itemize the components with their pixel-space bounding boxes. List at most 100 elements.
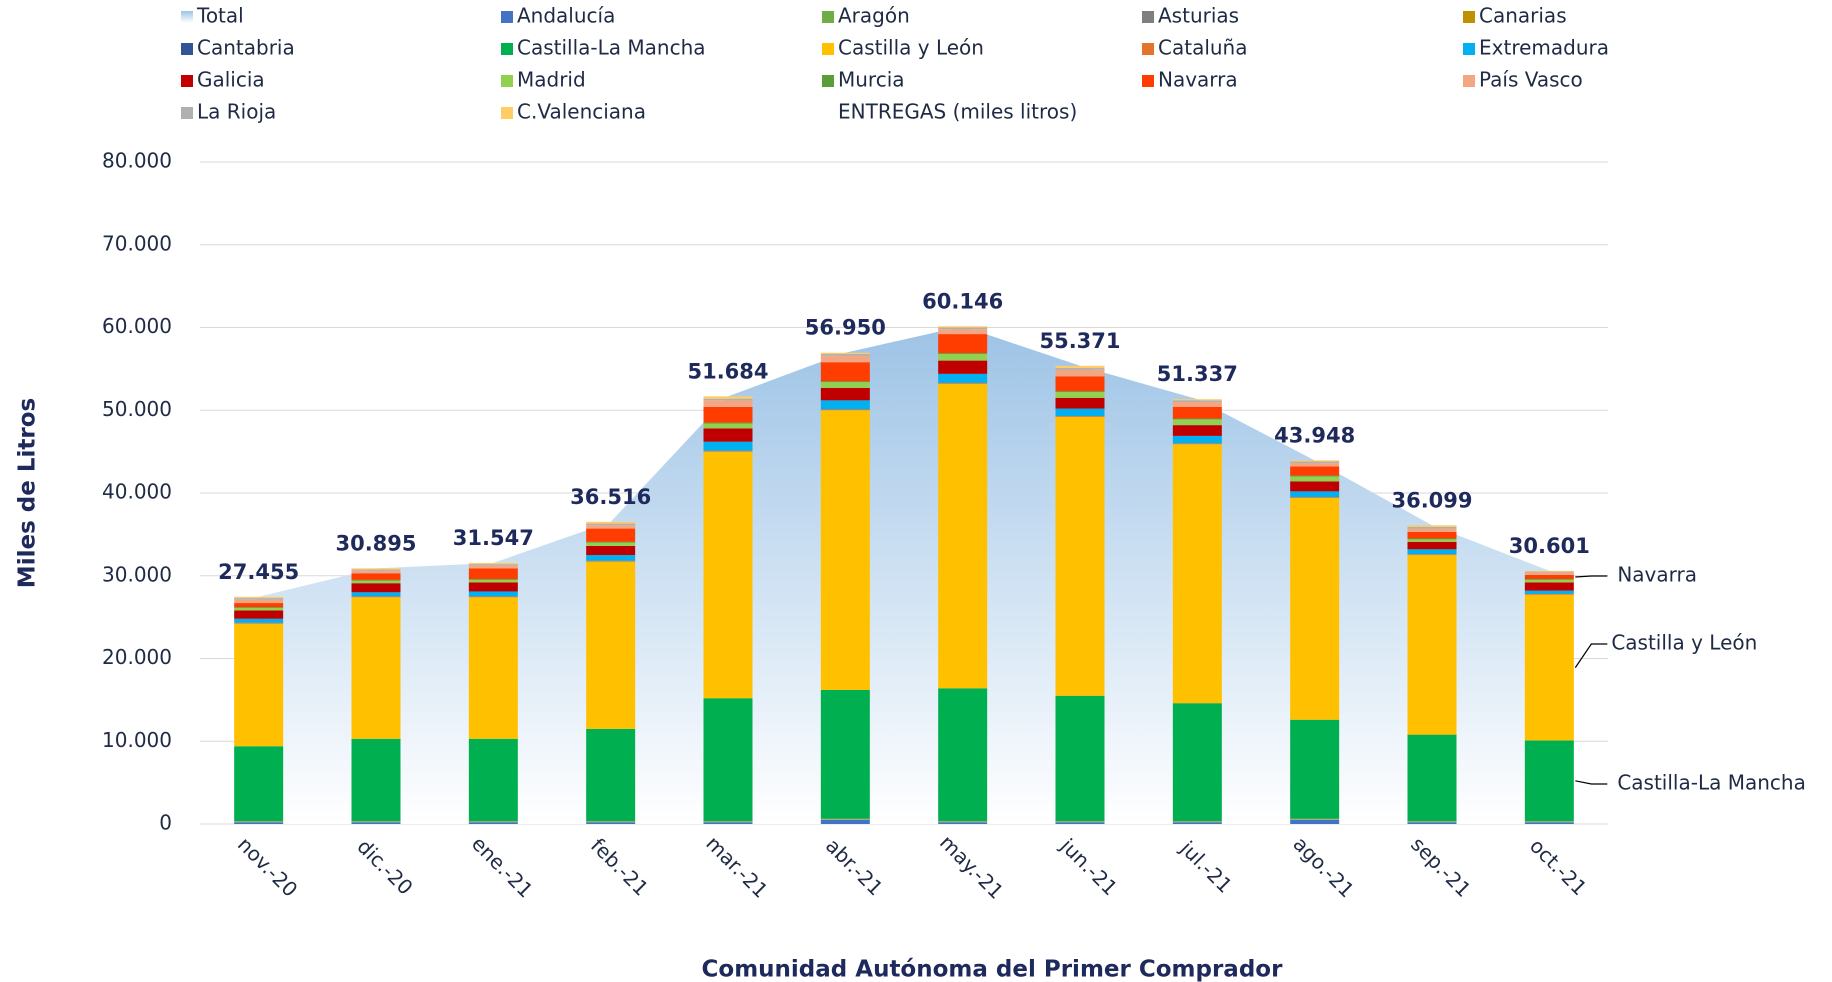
bar-segment bbox=[703, 450, 753, 452]
bar-segment bbox=[234, 598, 284, 600]
bar-segment bbox=[1290, 460, 1340, 462]
bar-segment bbox=[1290, 466, 1340, 476]
bar-segment bbox=[1290, 463, 1340, 467]
legend-note: ENTREGAS (miles litros) bbox=[838, 100, 1077, 124]
bar-segment bbox=[1290, 497, 1340, 720]
annotation-leader bbox=[1575, 575, 1608, 578]
bar-segment bbox=[938, 688, 988, 822]
total-label: 36.099 bbox=[1391, 488, 1472, 512]
bar-segment bbox=[351, 580, 401, 584]
legend-swatch bbox=[822, 43, 834, 55]
bar-segment bbox=[1524, 593, 1574, 595]
bar-segment bbox=[468, 564, 518, 566]
legend-swatch bbox=[181, 75, 193, 87]
bar-segment bbox=[1407, 528, 1457, 532]
bar-segment bbox=[1524, 594, 1574, 741]
legend-label: Andalucía bbox=[517, 4, 615, 28]
bar-segment bbox=[938, 822, 988, 824]
bar-segment bbox=[586, 560, 636, 562]
bar-segment bbox=[1055, 392, 1105, 398]
bar-segment bbox=[820, 362, 870, 382]
bar-segment bbox=[468, 582, 518, 592]
bar-segment bbox=[820, 352, 870, 354]
bar-segment bbox=[1172, 400, 1222, 402]
bar-segment bbox=[351, 569, 401, 571]
y-tick-label: 30.000 bbox=[102, 562, 172, 586]
bar-segment bbox=[703, 428, 753, 442]
bar-segment bbox=[468, 738, 518, 822]
legend-swatch bbox=[181, 107, 193, 119]
bar-segment bbox=[1172, 425, 1222, 436]
bar-segment bbox=[468, 562, 518, 565]
bar-segment bbox=[1524, 572, 1574, 575]
bar-segment bbox=[351, 738, 401, 822]
bar-segment bbox=[351, 573, 401, 580]
legend-swatch bbox=[822, 75, 834, 87]
bar-segment bbox=[1055, 397, 1105, 409]
legend-swatch bbox=[1142, 11, 1154, 23]
bar-segment bbox=[703, 396, 753, 399]
bar-segment bbox=[938, 326, 988, 328]
bar-segment bbox=[1524, 570, 1574, 572]
x-tick-label: may.-21 bbox=[935, 830, 1008, 903]
bar-segment bbox=[938, 327, 988, 330]
bar-segment bbox=[1407, 555, 1457, 735]
annotation: Navarra bbox=[1617, 563, 1697, 587]
total-label: 27.455 bbox=[218, 560, 299, 584]
annotation-leader bbox=[1574, 643, 1608, 668]
bar-segment bbox=[1055, 408, 1105, 417]
bar-segment bbox=[1407, 549, 1457, 555]
bar-segment bbox=[1172, 443, 1222, 445]
bar-segment bbox=[1524, 579, 1574, 580]
bar-segment bbox=[586, 542, 636, 546]
bar-segment bbox=[1524, 579, 1574, 583]
bar-segment bbox=[234, 607, 284, 609]
y-tick-label: 70.000 bbox=[102, 231, 172, 255]
bar-segment bbox=[234, 596, 284, 599]
bar-segment bbox=[703, 822, 753, 824]
x-tick-label: sep.-21 bbox=[1406, 832, 1476, 902]
bar-segment bbox=[234, 610, 284, 619]
bar-segment bbox=[1524, 574, 1574, 580]
bar-segment bbox=[351, 568, 401, 570]
x-tick-label: feb.-21 bbox=[586, 833, 653, 900]
bar-segment bbox=[938, 334, 988, 354]
y-tick-label: 80.000 bbox=[102, 149, 172, 173]
bar-segment bbox=[351, 596, 401, 598]
bar-segment bbox=[1407, 525, 1457, 527]
bar-segment bbox=[938, 383, 988, 689]
bar-segment bbox=[703, 400, 753, 407]
legend-label: Castilla-La Mancha bbox=[517, 36, 706, 60]
x-tick-label: oct.-21 bbox=[1525, 834, 1592, 901]
x-tick-label: abr.-21 bbox=[821, 834, 888, 901]
bar-segment bbox=[586, 525, 636, 529]
total-area bbox=[258, 326, 1550, 824]
bar-segment bbox=[1407, 526, 1457, 529]
bar-segment bbox=[586, 545, 636, 556]
bar-segment bbox=[234, 622, 284, 624]
bar-segment bbox=[1055, 416, 1105, 696]
bar-segment bbox=[1172, 444, 1222, 704]
bar-segment bbox=[351, 579, 401, 581]
legend-swatch bbox=[501, 107, 513, 119]
bar-segment bbox=[1290, 461, 1340, 464]
bar-segment bbox=[1290, 475, 1340, 477]
bar-segment bbox=[351, 592, 401, 597]
bar-segment bbox=[1172, 822, 1222, 824]
legend-swatch bbox=[1463, 75, 1475, 87]
bar-segment bbox=[586, 541, 636, 543]
legend-label: Cantabria bbox=[197, 36, 295, 60]
legend-swatch bbox=[181, 43, 193, 55]
bar-segment bbox=[1290, 719, 1340, 819]
bar-segment bbox=[938, 353, 988, 354]
y-tick-label: 10.000 bbox=[102, 728, 172, 752]
bar-segment bbox=[351, 570, 401, 574]
bar-segment bbox=[468, 579, 518, 583]
legend-label: Galicia bbox=[197, 68, 265, 92]
bar-segment bbox=[586, 728, 636, 822]
bar-segment bbox=[1055, 822, 1105, 824]
y-tick-label: 40.000 bbox=[102, 480, 172, 504]
bar-segment bbox=[938, 329, 988, 335]
bar-segment bbox=[1055, 695, 1105, 822]
